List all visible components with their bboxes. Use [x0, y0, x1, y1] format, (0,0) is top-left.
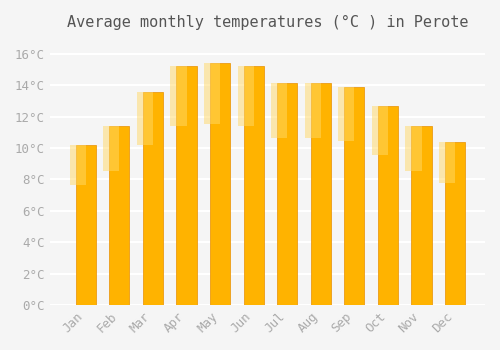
Bar	[76, 145, 96, 305]
Bar	[204, 63, 220, 124]
Bar	[110, 126, 130, 305]
Bar	[244, 66, 264, 305]
Bar	[210, 63, 230, 305]
Bar	[143, 91, 163, 305]
Bar	[310, 83, 331, 305]
Bar	[176, 66, 197, 305]
Bar	[170, 66, 186, 126]
Bar	[338, 87, 354, 141]
Bar	[445, 142, 465, 305]
Bar	[238, 66, 254, 126]
Bar	[344, 87, 364, 305]
Bar	[137, 91, 153, 145]
Bar	[304, 83, 321, 138]
Bar	[439, 142, 455, 183]
Bar	[70, 145, 86, 185]
Bar	[412, 126, 432, 305]
Bar	[277, 83, 297, 305]
Bar	[103, 126, 120, 171]
Bar	[378, 106, 398, 305]
Bar	[372, 106, 388, 155]
Bar	[271, 83, 287, 138]
Title: Average monthly temperatures (°C ) in Perote: Average monthly temperatures (°C ) in Pe…	[66, 15, 468, 30]
Bar	[406, 126, 421, 171]
